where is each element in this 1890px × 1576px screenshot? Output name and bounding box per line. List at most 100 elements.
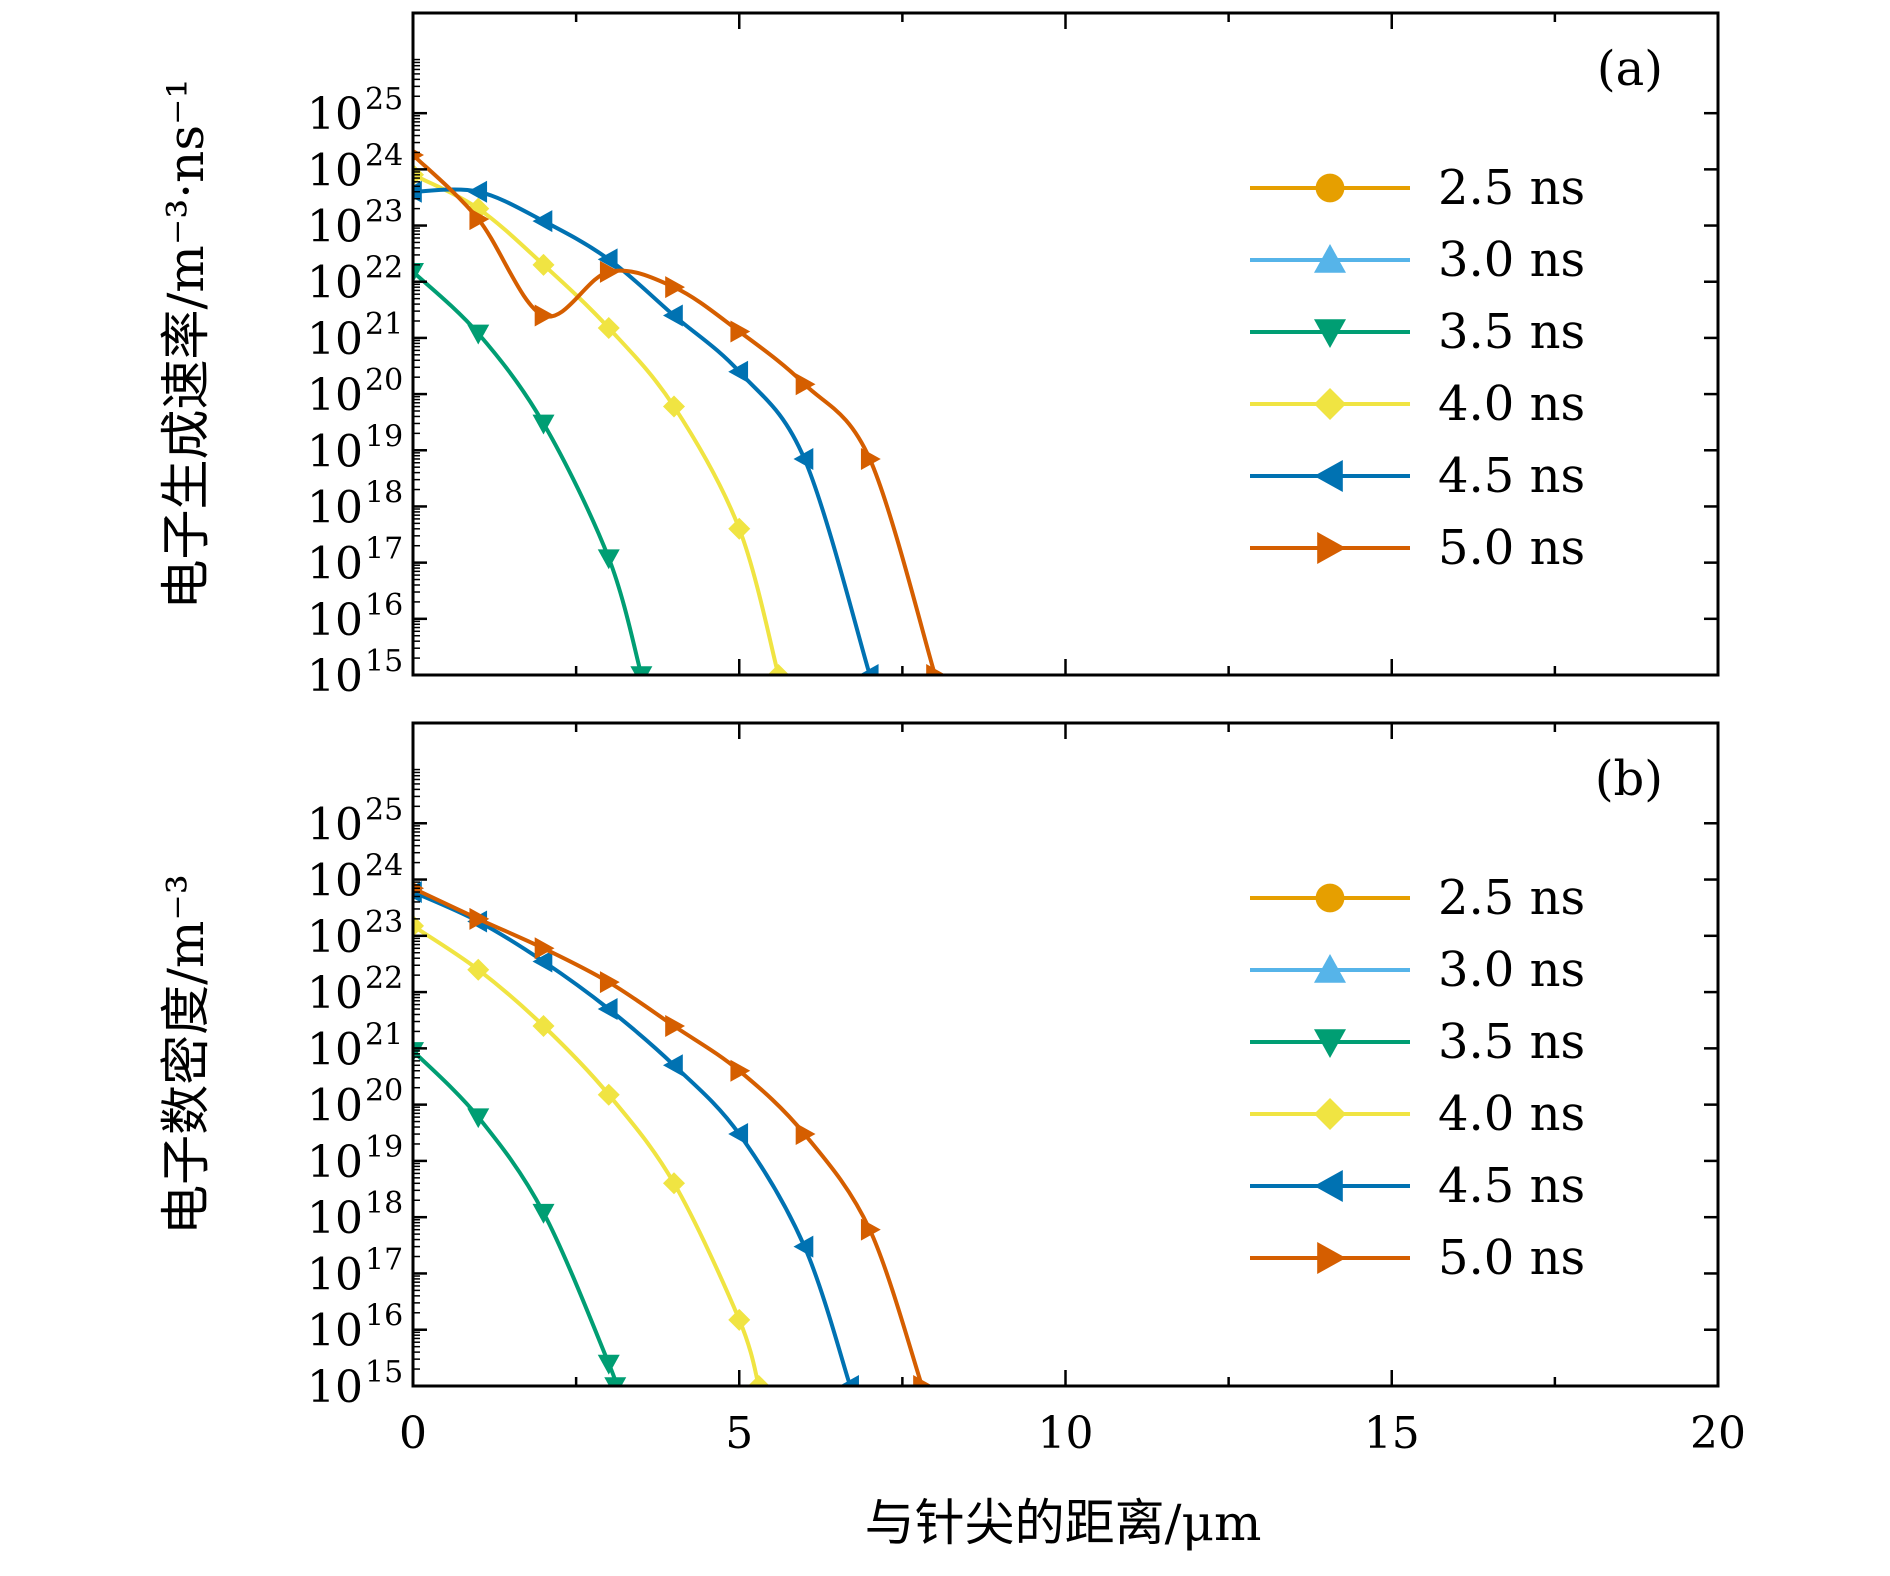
data-point-b-5-0-ns-1 xyxy=(469,907,490,930)
legend-marker-a-3-0-ns xyxy=(1314,244,1346,273)
data-point-a-5-0-ns-3 xyxy=(599,260,620,283)
series-line-b-3-5-ns xyxy=(413,1049,619,1386)
data-point-a-4-0-ns-2 xyxy=(532,253,555,276)
series-line-a-4-5-ns xyxy=(413,187,872,675)
y-tick-label-b-19: 10 xyxy=(307,1137,363,1188)
y-tick-label-b-23: 10 xyxy=(307,912,363,963)
y-tick-label-b-17: 10 xyxy=(307,1249,363,1300)
legend-marker-a-4-5-ns xyxy=(1314,460,1343,492)
legend-label-b-3-0-ns: 3.0 ns xyxy=(1438,942,1585,998)
y-tick-label-a-25: 10 xyxy=(307,89,363,140)
series-line-b-4-0-ns xyxy=(413,924,761,1386)
y-tick-label-b-25: 10 xyxy=(307,799,363,850)
y-tick-label-a-20: 10 xyxy=(307,370,363,421)
data-point-a-5-0-ns-1 xyxy=(469,208,490,231)
y-tick-exponent-a-17: 17 xyxy=(365,532,403,567)
legend-label-a-4-0-ns: 4.0 ns xyxy=(1438,376,1585,432)
data-point-a-4-0-ns-6 xyxy=(767,664,790,675)
data-point-b-4-5-ns-4 xyxy=(663,1054,683,1077)
y-tick-label-a-21: 10 xyxy=(307,314,363,365)
legend-label-b-4-5-ns: 4.5 ns xyxy=(1438,1158,1585,1214)
series-group-b xyxy=(413,881,933,1386)
y-tick-exponent-a-21: 21 xyxy=(365,307,403,342)
x-tick-label-b-4: 20 xyxy=(1690,1408,1746,1459)
legend-marker-b-3-5-ns xyxy=(1314,1029,1346,1058)
y-tick-label-b-18: 10 xyxy=(307,1193,363,1244)
data-point-b-3-5-ns-0 xyxy=(413,1042,424,1062)
x-tick-label-b-1: 5 xyxy=(725,1408,753,1459)
data-point-a-4-5-ns-1 xyxy=(467,180,488,203)
y-tick-exponent-b-25: 25 xyxy=(365,792,403,827)
data-point-b-4-0-ns-4 xyxy=(663,1172,685,1195)
legend-marker-b-4-5-ns xyxy=(1314,1170,1343,1202)
data-point-a-4-5-ns-7 xyxy=(858,664,879,675)
legend-label-b-2-5-ns: 2.5 ns xyxy=(1438,870,1585,926)
y-tick-label-b-24: 10 xyxy=(307,856,363,907)
data-point-a-3-5-ns-3 xyxy=(597,549,620,570)
legend-label-a-5-0-ns: 5.0 ns xyxy=(1438,520,1585,576)
y-axis-title-b: 电子数密度/m⁻³ xyxy=(157,874,215,1235)
data-point-b-4-5-ns-2 xyxy=(532,950,553,973)
legend-label-b-3-5-ns: 3.5 ns xyxy=(1438,1014,1585,1070)
y-tick-exponent-b-17: 17 xyxy=(365,1242,403,1277)
x-tick-label-b-3: 15 xyxy=(1364,1408,1420,1459)
data-point-b-3-5-ns-2 xyxy=(532,1203,555,1224)
data-point-b-5-0-ns-4 xyxy=(665,1014,685,1037)
legend-marker-a-4-0-ns xyxy=(1314,388,1346,420)
data-point-b-4-0-ns-6 xyxy=(747,1375,770,1386)
data-point-a-3-5-ns-0 xyxy=(413,263,424,283)
x-ticks-a xyxy=(574,13,1557,675)
y-tick-label-a-24: 10 xyxy=(307,145,363,196)
x-axis-title: 与针尖的距离/μm xyxy=(865,1494,1262,1552)
legend-b: 2.5 ns 3.0 ns 3.5 ns 4.0 ns 4.5 ns 5.0 ns xyxy=(1250,870,1585,1286)
legend-marker-b-2-5-ns xyxy=(1315,883,1345,913)
legend-label-a-4-5-ns: 4.5 ns xyxy=(1438,448,1585,504)
y-tick-exponent-a-15: 15 xyxy=(365,644,403,679)
y-axis-title-a: 电子生成速率/m⁻³·ns⁻¹ xyxy=(157,79,215,610)
data-point-b-4-5-ns-3 xyxy=(597,998,618,1021)
legend-label-a-3-0-ns: 3.0 ns xyxy=(1438,232,1585,288)
y-tick-exponent-b-20: 20 xyxy=(365,1074,403,1109)
data-point-b-3-5-ns-3 xyxy=(597,1354,620,1375)
data-point-a-4-5-ns-3 xyxy=(597,248,618,271)
x-tick-label-b-2: 10 xyxy=(1038,1408,1094,1459)
x-tick-label-b-0: 0 xyxy=(399,1408,427,1459)
y-tick-exponent-b-18: 18 xyxy=(365,1186,403,1221)
data-point-a-5-0-ns-2 xyxy=(534,304,555,327)
y-tick-label-b-15: 10 xyxy=(307,1362,363,1413)
legend-marker-a-2-5-ns xyxy=(1315,173,1345,203)
panel-label-b: (b) xyxy=(1595,751,1663,807)
y-tick-label-a-18: 10 xyxy=(307,482,363,533)
y-tick-label-b-21: 10 xyxy=(307,1024,363,1075)
data-point-b-4-5-ns-5 xyxy=(728,1123,749,1146)
data-point-b-4-0-ns-2 xyxy=(532,1014,555,1037)
y-tick-label-a-22: 10 xyxy=(307,258,363,309)
y-tick-label-a-23: 10 xyxy=(307,202,363,253)
legend-label-b-4-0-ns: 4.0 ns xyxy=(1438,1086,1585,1142)
legend-marker-b-4-0-ns xyxy=(1314,1098,1346,1130)
data-point-a-3-5-ns-2 xyxy=(532,414,555,435)
legend-label-a-3-5-ns: 3.5 ns xyxy=(1438,304,1585,360)
y-tick-label-a-19: 10 xyxy=(307,426,363,477)
y-tick-exponent-a-24: 24 xyxy=(365,138,403,173)
data-point-b-4-0-ns-5 xyxy=(728,1308,751,1331)
data-point-a-4-5-ns-2 xyxy=(532,210,553,233)
y-tick-exponent-a-25: 25 xyxy=(365,82,403,117)
data-point-b-5-0-ns-2 xyxy=(534,937,555,960)
y-tick-label-b-20: 10 xyxy=(307,1081,363,1132)
data-point-b-3-5-ns-4 xyxy=(604,1377,627,1386)
data-point-a-5-0-ns-7 xyxy=(860,447,881,470)
data-point-a-3-5-ns-4 xyxy=(630,666,653,675)
x-ticks-b xyxy=(574,723,1557,1386)
y-tick-exponent-b-16: 16 xyxy=(365,1299,403,1334)
y-tick-label-a-17: 10 xyxy=(307,539,363,590)
y-tick-label-b-22: 10 xyxy=(307,968,363,1019)
y-tick-exponent-a-23: 23 xyxy=(365,195,403,230)
data-point-a-5-0-ns-5 xyxy=(730,320,751,343)
y-tick-exponent-a-18: 18 xyxy=(365,475,403,510)
data-point-b-4-0-ns-0 xyxy=(413,914,424,937)
